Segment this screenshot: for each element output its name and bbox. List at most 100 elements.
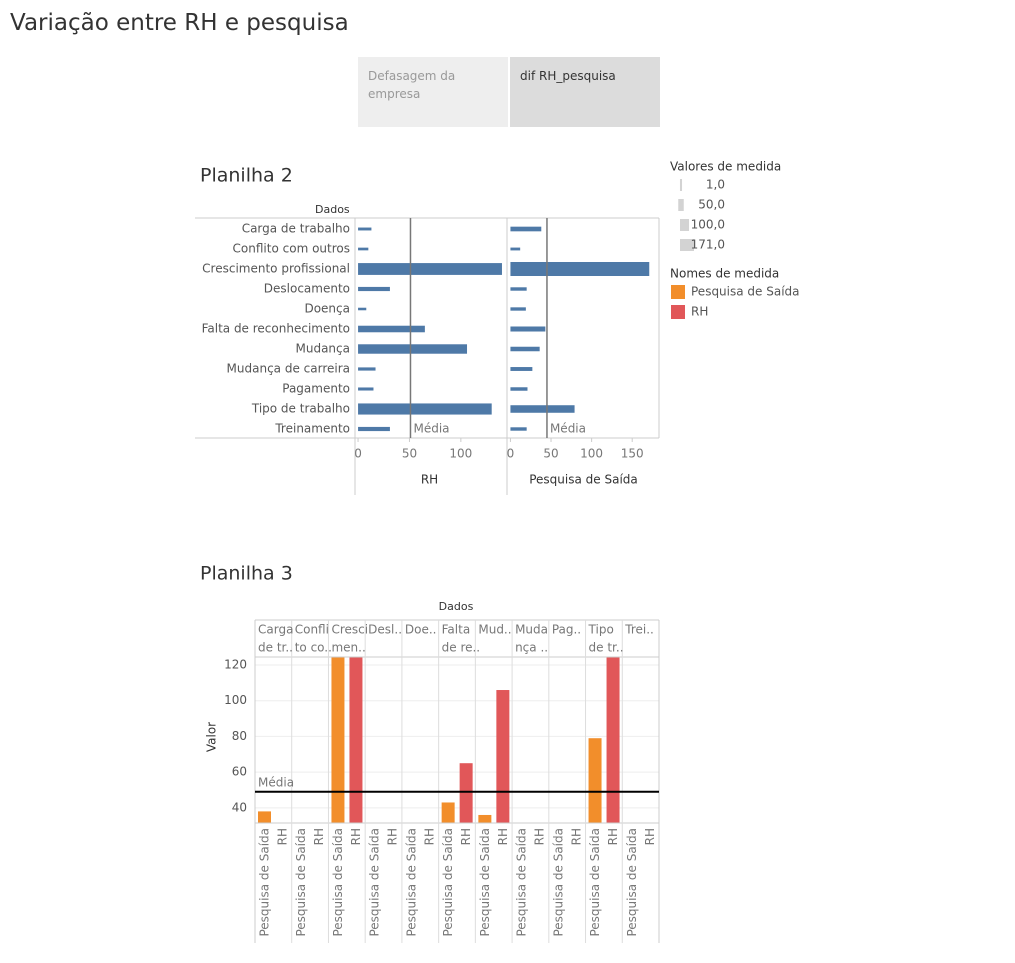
bar — [331, 657, 345, 823]
bar — [358, 426, 390, 432]
tab[interactable]: dif RH_pesquisa — [510, 57, 660, 127]
header: Dados — [315, 203, 350, 216]
sub-category-label: Pesquisa de Saída — [625, 828, 639, 937]
size-legend-label: 171,0 — [691, 238, 725, 252]
row-label: Mudança — [296, 342, 351, 356]
sub-category-label: RH — [643, 828, 657, 845]
bar — [510, 226, 542, 232]
row-label: Doença — [304, 302, 350, 316]
x-tick-label: 50 — [543, 447, 558, 461]
bar — [510, 405, 575, 413]
x-tick-label: 0 — [354, 447, 362, 461]
sub-category-label: Pesquisa de Saída — [404, 828, 418, 937]
row-label: Carga de trabalho — [242, 222, 350, 236]
bar — [358, 403, 492, 415]
column-header: Doe.. — [405, 623, 437, 637]
column-header: nça .. — [515, 641, 548, 655]
x-tick-label: 100 — [580, 447, 603, 461]
column-header: de tr.. — [258, 641, 293, 655]
legend-swatch — [671, 285, 685, 299]
sub-category-label: RH — [606, 828, 620, 845]
reference-label: Média — [550, 422, 586, 436]
column-header: de tr.. — [589, 641, 624, 655]
column-header: to co.. — [295, 641, 332, 655]
axis-title: RH — [421, 473, 438, 487]
sub-category-label: RH — [349, 828, 363, 845]
bar — [510, 367, 533, 371]
bar — [606, 657, 620, 823]
y-tick-label: 40 — [232, 800, 247, 814]
column-header: Pag.. — [552, 623, 581, 637]
row-label: Falta de reconhecimento — [202, 322, 350, 336]
sub-category-label: RH — [422, 828, 436, 845]
sub-category-label: RH — [569, 828, 583, 845]
row-label: Mudança de carreira — [227, 362, 350, 376]
column-header: Tipo — [588, 623, 614, 637]
sub-category-label: Pesquisa de Saída — [368, 828, 382, 937]
y-axis-title: Valor — [205, 722, 219, 752]
column-header: Confli — [295, 623, 329, 637]
size-legend-swatch — [679, 179, 683, 191]
y-tick-label: 120 — [224, 658, 247, 672]
row-label: Conflito com outros — [233, 242, 350, 256]
legend-swatch — [671, 305, 685, 319]
row-label: Crescimento profissional — [202, 262, 350, 276]
bar — [510, 262, 650, 276]
chart-title: Planilha 3 — [200, 563, 293, 585]
y-tick-label: 60 — [232, 765, 247, 779]
bar — [510, 326, 546, 332]
bar — [459, 763, 473, 823]
bar — [358, 367, 376, 371]
y-tick-label: 80 — [232, 729, 247, 743]
reference-label: Média — [413, 422, 449, 436]
sub-category-label: RH — [459, 828, 473, 845]
plot-area — [258, 657, 620, 823]
legend-label: RH — [691, 305, 708, 319]
x-tick-label: 50 — [402, 447, 417, 461]
size-legend-swatch — [678, 199, 684, 211]
tab[interactable]: Defasagem da empresa — [358, 57, 508, 127]
sub-category-label: Pesquisa de Saída — [588, 828, 602, 937]
bar — [496, 690, 510, 823]
bar — [358, 325, 425, 333]
bar — [510, 247, 521, 251]
bar — [358, 286, 390, 292]
column-header: Muda — [515, 623, 548, 637]
size-legend-label: 1,0 — [706, 178, 725, 192]
column-header: Falta — [442, 623, 471, 637]
dashboard-title: Variação entre RH e pesquisa — [10, 10, 349, 36]
bar — [441, 802, 455, 823]
bar — [358, 387, 374, 391]
x-tick-label: 150 — [621, 447, 644, 461]
sub-category-label: Pesquisa de Saída — [478, 828, 492, 937]
bar — [510, 346, 540, 352]
bar — [588, 738, 602, 823]
column-header: Trei.. — [624, 623, 654, 637]
sub-category-label: Pesquisa de Saída — [515, 828, 529, 937]
sub-category-label: RH — [386, 828, 400, 845]
header: Dados — [439, 600, 474, 613]
sub-category-label: RH — [276, 828, 290, 845]
bar — [478, 814, 492, 823]
sub-category-label: RH — [496, 828, 510, 845]
size-legend-swatch — [680, 219, 690, 231]
size-legend-label: 50,0 — [698, 198, 725, 212]
column-header: Mud.. — [478, 623, 511, 637]
sub-category-label: Pesquisa de Saída — [294, 828, 308, 937]
bar — [358, 344, 468, 354]
column-header: men.. — [331, 641, 365, 655]
row-label: Tipo de trabalho — [251, 402, 350, 416]
chart-title: Planilha 2 — [200, 165, 293, 187]
sub-category-label: Pesquisa de Saída — [551, 828, 565, 937]
size-legend-swatch — [680, 239, 694, 251]
row-label: Deslocamento — [264, 282, 350, 296]
bar — [358, 263, 502, 275]
y-tick-label: 100 — [224, 693, 247, 707]
sub-category-label: Pesquisa de Saída — [441, 828, 455, 937]
legend-title: Valores de medida — [670, 160, 781, 174]
reference-label: Média — [258, 775, 294, 789]
sub-category-label: RH — [533, 828, 547, 845]
row-label: Treinamento — [274, 422, 350, 436]
bar — [510, 387, 528, 391]
